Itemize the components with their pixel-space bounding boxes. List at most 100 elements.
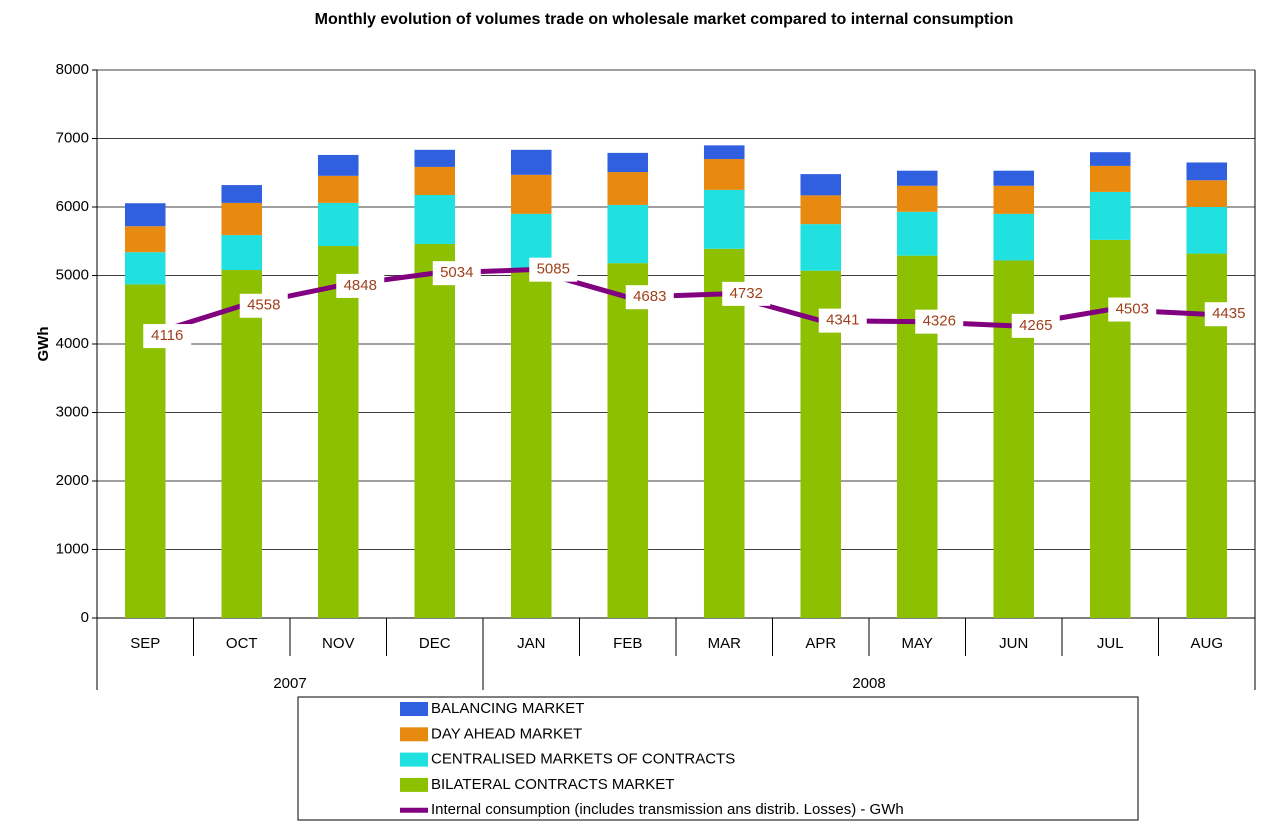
bar-segment (896, 170, 938, 186)
x-tick-label: JAN (517, 635, 545, 652)
data-label: 4558 (247, 297, 280, 314)
bar-segment (510, 149, 552, 175)
data-label: 4503 (1116, 301, 1149, 318)
data-label-box (818, 308, 867, 333)
data-label-box (1011, 313, 1060, 338)
data-label: 4732 (730, 285, 763, 302)
legend-label: Internal consumption (includes transmiss… (431, 801, 904, 818)
bar-segment (607, 172, 649, 205)
data-label-box (432, 261, 481, 286)
bar-segment (607, 152, 649, 173)
data-label: 4683 (633, 288, 666, 305)
bar-segment (800, 174, 842, 196)
data-label-box (239, 293, 288, 318)
bar-segment (414, 243, 456, 619)
y-tick-label: 1000 (56, 540, 89, 557)
y-tick-label: 7000 (56, 129, 89, 146)
bar-segment (221, 270, 263, 618)
bar-segment (703, 159, 745, 190)
bar-segment (221, 235, 263, 271)
x-tick-label: APR (805, 635, 836, 652)
x-tick-label: DEC (419, 635, 451, 652)
bar-segment (414, 195, 456, 244)
data-label: 4341 (826, 312, 859, 329)
data-label-box (1204, 302, 1253, 327)
legend-label: BILATERAL CONTRACTS MARKET (431, 776, 674, 793)
y-tick-label: 8000 (56, 61, 89, 78)
legend-label: BALANCING MARKET (431, 700, 584, 717)
data-label-box (1108, 297, 1157, 322)
bar-segment (607, 263, 649, 618)
data-label: 4326 (923, 313, 956, 330)
x-tick-label: FEB (613, 635, 642, 652)
group-label: 2007 (273, 675, 306, 692)
bar-segment (703, 189, 745, 249)
data-label: 5034 (440, 264, 473, 281)
x-tick-label: JUL (1097, 635, 1124, 652)
bar-segment (800, 224, 842, 271)
bar-segment (993, 185, 1035, 214)
y-tick-label: 0 (81, 609, 89, 626)
bar-segment (1089, 165, 1131, 192)
bar-segment (1089, 152, 1131, 166)
data-label-box (722, 281, 771, 306)
bar-segment (896, 211, 938, 256)
bar-segment (703, 248, 745, 618)
bar-segment (1186, 207, 1228, 254)
bar-segment (510, 174, 552, 214)
legend-swatch (400, 702, 428, 716)
legend-label: CENTRALISED MARKETS OF CONTRACTS (431, 751, 735, 768)
bar-segment (414, 166, 456, 196)
bar-segment (317, 175, 359, 203)
bar-segment (221, 202, 263, 236)
bar-segment (993, 213, 1035, 261)
legend-box (297, 696, 1139, 821)
bar-segment (896, 185, 938, 212)
y-tick-label: 4000 (56, 335, 89, 352)
legend-label: DAY AHEAD MARKET (431, 725, 582, 742)
x-tick-label: SEP (130, 635, 160, 652)
data-label: 4435 (1212, 305, 1245, 322)
bar-segment (221, 185, 263, 203)
bar-segment (124, 203, 166, 227)
x-tick-label: MAR (708, 635, 742, 652)
bar-segment (800, 195, 842, 225)
group-label: 2008 (852, 675, 885, 692)
x-tick-label: OCT (226, 635, 258, 652)
data-label-box (143, 324, 192, 349)
bar-segment (510, 271, 552, 618)
bar-segment (1089, 191, 1131, 240)
x-tick-label: JUN (999, 635, 1028, 652)
chart-title: Monthly evolution of volumes trade on wh… (315, 11, 1014, 28)
legend-swatch (400, 752, 428, 767)
bar-segment (124, 226, 166, 253)
bar-segment (607, 204, 649, 264)
bar-segment (1089, 239, 1131, 618)
bar-segment (993, 170, 1035, 186)
data-label-box (915, 309, 964, 334)
legend-swatch (400, 777, 428, 792)
y-tick-label: 6000 (56, 198, 89, 215)
bar-segment (1186, 162, 1228, 181)
y-axis-label: GWh (35, 327, 52, 362)
bar-segment (1186, 180, 1228, 207)
legend-swatch (400, 727, 428, 742)
x-tick-label: NOV (322, 635, 355, 652)
data-label: 5085 (537, 261, 570, 278)
y-tick-label: 3000 (56, 403, 89, 420)
data-label: 4116 (151, 327, 183, 344)
data-label: 4265 (1019, 317, 1052, 334)
data-label-box (336, 273, 385, 298)
data-label-box (529, 257, 578, 282)
x-tick-label: AUG (1190, 635, 1223, 652)
bar-segment (414, 149, 456, 167)
x-tick-label: MAY (902, 635, 933, 652)
bar-segment (317, 246, 359, 619)
bar-segment (317, 202, 359, 247)
bar-segment (124, 252, 166, 285)
bar-segment (703, 145, 745, 160)
y-tick-label: 5000 (56, 266, 89, 283)
data-label-box (625, 285, 674, 310)
data-label: 4848 (344, 277, 377, 294)
